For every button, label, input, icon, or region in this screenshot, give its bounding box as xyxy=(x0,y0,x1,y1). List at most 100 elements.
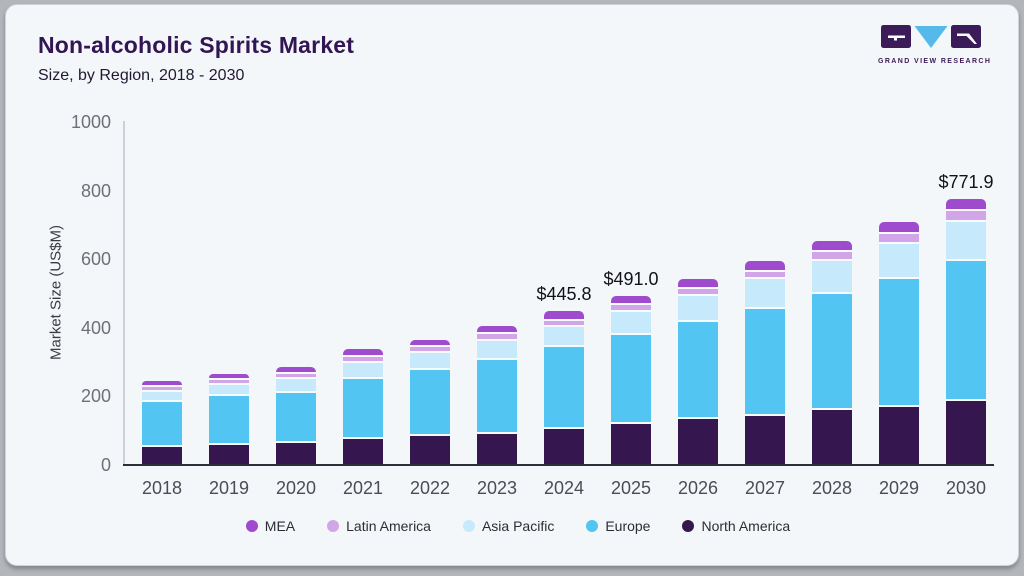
bar-segment-mea xyxy=(812,240,852,250)
bar-segment-asia-pacific xyxy=(209,382,249,395)
bar-segment-europe xyxy=(410,368,450,435)
bar-2025 xyxy=(611,295,651,464)
bar-segment-europe xyxy=(678,320,718,417)
bar-2028 xyxy=(812,240,852,464)
bar-2023 xyxy=(477,326,517,464)
x-tick-label-2028: 2028 xyxy=(811,478,853,498)
gvr-logo: GRAND VIEW RESEARCH xyxy=(878,25,992,65)
bar-value-label-2024: $445.8 xyxy=(536,284,592,305)
bar-2027 xyxy=(745,261,785,464)
bar-segment-north-america xyxy=(209,443,249,464)
legend-label: North America xyxy=(701,518,791,534)
bar-segment-north-america xyxy=(410,434,450,464)
bar-2020 xyxy=(276,367,316,464)
bar-2026 xyxy=(678,279,718,464)
bar-segment-latin-america xyxy=(142,385,182,390)
bar-segment-asia-pacific xyxy=(343,360,383,377)
bar-segment-north-america xyxy=(544,426,584,464)
bar-segment-europe xyxy=(477,358,517,433)
bar-segment-latin-america xyxy=(745,269,785,278)
bar-segment-latin-america xyxy=(343,354,383,361)
bar-segment-mea xyxy=(946,199,986,210)
bar-value-label-2025: $491.0 xyxy=(603,268,659,289)
x-tick-label-2020: 2020 xyxy=(275,478,317,498)
x-tick-label-2023: 2023 xyxy=(476,478,518,498)
bar-segment-north-america xyxy=(678,416,718,464)
x-axis-line xyxy=(123,464,994,466)
legend-label: Europe xyxy=(605,518,651,534)
legend-swatch xyxy=(682,520,695,532)
bar-segment-europe xyxy=(142,400,182,446)
bar-segment-europe xyxy=(209,394,249,444)
bar-2024 xyxy=(544,311,584,464)
x-tick-label-2019: 2019 xyxy=(208,478,250,498)
gvr-logo-icon xyxy=(881,25,981,48)
bar-segment-mea xyxy=(879,222,919,232)
legend-item-mea: MEA xyxy=(245,518,296,534)
y-axis-title: Market Size (US$M) xyxy=(47,224,65,361)
bar-segment-north-america xyxy=(946,399,986,464)
bar-segment-mea xyxy=(276,367,316,372)
bar-segment-latin-america xyxy=(611,303,651,310)
x-tick-label-2026: 2026 xyxy=(677,478,719,498)
bar-segment-latin-america xyxy=(678,286,718,294)
bar-segment-latin-america xyxy=(812,249,852,260)
bar-segment-europe xyxy=(745,306,785,414)
bar-segment-mea xyxy=(209,373,249,378)
bar-2019 xyxy=(209,373,249,464)
bar-2030 xyxy=(946,199,986,464)
bar-segment-latin-america xyxy=(209,377,249,383)
bar-segment-mea xyxy=(477,326,517,333)
legend-label: Latin America xyxy=(346,518,431,534)
y-tick-label: 200 xyxy=(80,386,111,407)
y-tick-label: 800 xyxy=(80,180,111,201)
gvr-wordmark: GRAND VIEW RESEARCH xyxy=(878,58,992,65)
legend-item-latin-america: Latin America xyxy=(327,518,431,534)
bar-2022 xyxy=(410,339,450,464)
bar-segment-north-america xyxy=(477,432,517,464)
bar-segment-north-america xyxy=(142,445,182,464)
bar-segment-asia-pacific xyxy=(611,309,651,334)
bar-segment-north-america xyxy=(276,440,316,464)
bar-segment-asia-pacific xyxy=(142,389,182,401)
bar-segment-asia-pacific xyxy=(544,325,584,345)
x-tick-label-2024: 2024 xyxy=(543,478,585,498)
x-tick-label-2018: 2018 xyxy=(141,478,183,498)
bar-2018 xyxy=(142,381,182,464)
bar-value-label-2030: $771.9 xyxy=(938,172,994,193)
legend-label: MEA xyxy=(264,518,296,534)
bar-segment-north-america xyxy=(879,404,919,464)
bar-segment-latin-america xyxy=(410,344,450,352)
bar-segment-asia-pacific xyxy=(812,259,852,293)
legend-label: Asia Pacific xyxy=(481,518,555,534)
x-tick-label-2027: 2027 xyxy=(744,478,786,498)
bar-segment-europe xyxy=(343,376,383,438)
bar-segment-mea xyxy=(611,295,651,304)
bar-segment-europe xyxy=(544,344,584,427)
legend-item-north-america: North America xyxy=(682,518,790,534)
bar-segment-europe xyxy=(879,277,919,405)
chart-subtitle: Size, by Region, 2018 - 2030 xyxy=(38,67,245,84)
x-tick-label-2022: 2022 xyxy=(409,478,451,498)
legend-item-europe: Europe xyxy=(586,518,650,534)
legend-swatch xyxy=(586,520,599,532)
bar-segment-latin-america xyxy=(276,371,316,378)
legend-swatch xyxy=(462,520,475,532)
bar-segment-asia-pacific xyxy=(410,351,450,369)
bar-segment-mea xyxy=(678,279,718,287)
y-tick-label: 0 xyxy=(100,455,111,475)
bar-segment-asia-pacific xyxy=(946,220,986,259)
bar-segment-europe xyxy=(611,333,651,423)
bar-segment-mea xyxy=(544,311,584,319)
bar-segment-mea xyxy=(745,261,785,270)
stacked-bar-chart: Market Size (US$M) 0 200 400 600 800 1000 201… xyxy=(6,5,1018,565)
bar-2021 xyxy=(343,349,383,464)
legend-item-asia-pacific: Asia Pacific xyxy=(462,518,555,534)
bar-segment-north-america xyxy=(745,413,785,464)
legend-swatch xyxy=(327,520,340,532)
bar-segment-asia-pacific xyxy=(477,338,517,358)
chart-title: Non-alcoholic Spirits Market xyxy=(38,32,355,58)
bar-segment-europe xyxy=(276,390,316,441)
x-tick-label-2025: 2025 xyxy=(610,478,652,498)
x-tick-label-2030: 2030 xyxy=(945,478,987,498)
